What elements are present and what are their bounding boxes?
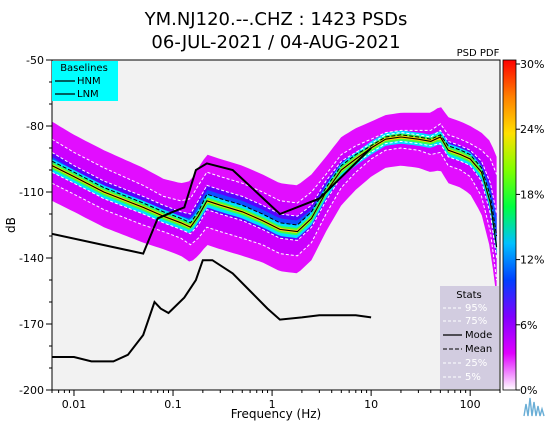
baseline-hnm-label: HNM bbox=[77, 76, 101, 87]
y-axis: -50 -80 -110 -140 -170 -200 bbox=[19, 54, 52, 397]
stats-legend-box bbox=[440, 286, 499, 389]
waveform-logo-icon bbox=[523, 397, 545, 417]
y-tick-label: -170 bbox=[19, 318, 44, 331]
stats-5-label: 5% bbox=[465, 372, 481, 383]
series-line-95pct bbox=[52, 123, 498, 204]
y-tick-label: -80 bbox=[26, 120, 44, 133]
stats-mean-label: Mean bbox=[465, 344, 492, 355]
colorbar-tick-label: 0% bbox=[520, 384, 537, 397]
pdf-band-95 bbox=[52, 124, 497, 280]
stats-25-label: 25% bbox=[465, 358, 487, 369]
colorbar: PSD PDF 30% 24% 18% 12% 6% 0% bbox=[457, 48, 545, 397]
series-line-75pct bbox=[52, 129, 498, 217]
colorbar-tick-label: 12% bbox=[520, 254, 544, 267]
stats-mode-label: Mode bbox=[465, 330, 492, 341]
x-tick-label: 1 bbox=[269, 398, 276, 411]
x-tick-label: 10 bbox=[364, 398, 378, 411]
colorbar-gradient bbox=[502, 59, 517, 391]
chart-title-line1: YM.NJ120.--.CHZ : 1423 PSDs bbox=[144, 9, 408, 30]
y-tick-label: -200 bbox=[19, 384, 44, 397]
series-line-mode bbox=[52, 136, 498, 248]
series-line-hnm bbox=[52, 147, 372, 255]
pdf-core-yellow bbox=[52, 135, 497, 249]
series-line-5pct bbox=[52, 147, 498, 281]
x-tick-label: 0.01 bbox=[62, 398, 87, 411]
x-tick-label: 0.1 bbox=[164, 398, 182, 411]
stats-75-label: 75% bbox=[465, 316, 487, 327]
x-axis-label: Frequency (Hz) bbox=[231, 407, 322, 421]
chart-title-line2: 06-JUL-2021 / 04-AUG-2021 bbox=[151, 32, 400, 53]
colorbar-title: PSD PDF bbox=[457, 48, 500, 59]
series-line-25pct bbox=[52, 140, 498, 259]
baselines-legend: Baselines HNM LNM bbox=[52, 61, 118, 101]
series-layer bbox=[52, 123, 498, 363]
series-line-lnm bbox=[52, 259, 372, 363]
colorbar-tick-label: 24% bbox=[520, 123, 544, 136]
colorbar-tick-label: 6% bbox=[520, 319, 537, 332]
x-tick-label: 100 bbox=[460, 398, 481, 411]
colorbar-tick-label: 18% bbox=[520, 188, 544, 201]
colorbar-tick-label: 30% bbox=[520, 58, 544, 71]
y-tick-label: -110 bbox=[19, 186, 44, 199]
stats-95-label: 95% bbox=[465, 303, 487, 314]
plot-frame bbox=[51, 59, 501, 391]
stats-legend: Stats 95% 75% Mode Mean 25% 5% bbox=[440, 286, 499, 389]
baseline-lnm-label: LNM bbox=[77, 89, 99, 100]
y-tick-label: -50 bbox=[26, 54, 44, 67]
x-axis: 0.01 0.1 1 10 100 bbox=[51, 390, 501, 411]
stats-legend-title: Stats bbox=[456, 290, 482, 301]
baselines-legend-title: Baselines bbox=[60, 63, 108, 74]
y-axis-label: dB bbox=[4, 217, 18, 233]
y-tick-label: -140 bbox=[19, 252, 44, 265]
